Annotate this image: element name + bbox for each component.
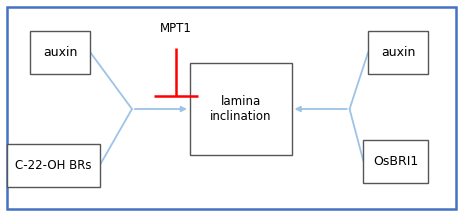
Bar <box>7 144 100 187</box>
Text: auxin: auxin <box>381 46 415 59</box>
Bar <box>190 63 292 155</box>
Bar <box>363 140 428 183</box>
Text: auxin: auxin <box>43 46 77 59</box>
Bar <box>30 31 90 74</box>
Text: lamina
inclination: lamina inclination <box>210 95 271 123</box>
Text: OsBRI1: OsBRI1 <box>373 155 419 168</box>
Text: MPT1: MPT1 <box>160 22 192 35</box>
Text: C-22-OH BRs: C-22-OH BRs <box>15 159 92 172</box>
Bar <box>368 31 428 74</box>
